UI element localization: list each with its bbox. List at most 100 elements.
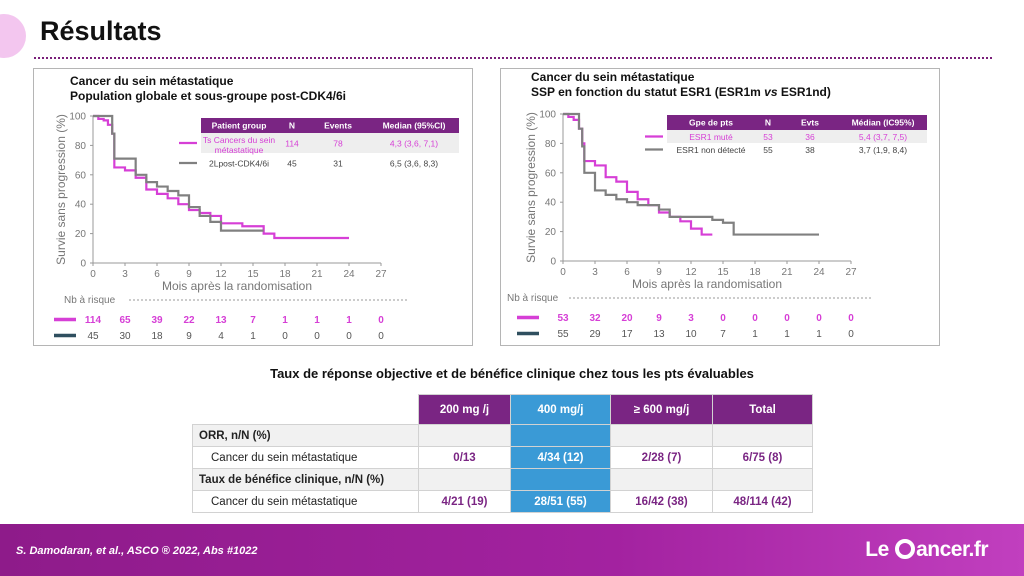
left-risk-value: 9 [186, 331, 192, 342]
right-y-tick-label: 80 [545, 139, 557, 150]
left-table-cell: 2Lpost-CDK4/6i [209, 159, 269, 169]
cbr-400: 28/51 (55) [510, 490, 611, 513]
left-table-cell: 78 [333, 139, 343, 149]
left-curve-secondary [93, 114, 264, 232]
right-table-cell: 53 [763, 132, 773, 142]
right-table-cell: 36 [805, 132, 815, 142]
right-risk-value: 55 [557, 329, 569, 340]
accent-circle [0, 14, 26, 58]
cbr-row: Cancer du sein métastatique 4/21 (19) 28… [192, 490, 813, 513]
cbr-header-row: Taux de bénéfice clinique, n/N (%) [192, 468, 813, 491]
lecancer-logo: Le ancer.fr [865, 538, 988, 562]
left-x-tick-label: 6 [154, 269, 160, 280]
right-title-vs: vs [764, 85, 778, 99]
cbr-200: 4/21 (19) [418, 490, 511, 513]
right-risk-value: 17 [621, 329, 633, 340]
right-risk-value: 32 [589, 313, 601, 324]
cbr-header-cell-hl [510, 468, 611, 491]
left-panel-title: Cancer du sein métastatique Population g… [70, 74, 346, 104]
left-risk-label: Nb à risque [64, 295, 116, 306]
cbr-header-cell [610, 468, 713, 491]
left-table-cell: 6,5 (3,6, 8,3) [390, 159, 438, 169]
right-risk-value: 20 [621, 313, 633, 324]
left-x-tick-label: 3 [122, 269, 128, 280]
right-risk-value: 0 [720, 313, 726, 324]
left-x-tick-label: 27 [375, 269, 387, 280]
left-risk-value: 0 [282, 331, 288, 342]
right-x-tick-label: 15 [717, 267, 729, 278]
right-risk-label: Nb à risque [507, 293, 559, 304]
left-y-tick-label: 0 [80, 259, 86, 270]
right-risk-value: 10 [685, 329, 697, 340]
right-risk-value: 9 [656, 313, 662, 324]
right-x-tick-label: 0 [560, 267, 566, 278]
right-title-line2: SSP en fonction du statut ESR1 (ESR1m vs… [531, 85, 831, 100]
left-risk-value: 18 [151, 331, 163, 342]
left-risk-value: 7 [250, 315, 256, 326]
left-km-panel: Cancer du sein métastatique Population g… [33, 68, 473, 346]
left-curve-primary [93, 114, 349, 240]
right-risk-value: 0 [784, 313, 790, 324]
right-risk-value: 0 [816, 313, 822, 324]
footer-bar [0, 524, 1024, 576]
right-x-tick-label: 21 [781, 267, 793, 278]
right-table-header-cell: Gpe de pts [689, 118, 733, 128]
cbr-600: 16/42 (38) [610, 490, 713, 513]
left-y-tick-label: 60 [75, 170, 87, 181]
right-y-tick-label: 60 [545, 168, 557, 179]
left-risk-value: 22 [183, 315, 195, 326]
cbr-total: 48/114 (42) [712, 490, 813, 513]
footer-citation: S. Damodaran, et al., ASCO ® 2022, Abs #… [16, 545, 258, 557]
right-risk-value: 53 [557, 313, 569, 324]
right-risk-value: 1 [816, 329, 822, 340]
right-y-axis-label: Survie sans progression (%) [524, 112, 538, 263]
col-200mg: 200 mg /j [418, 394, 511, 425]
right-x-tick-label: 6 [624, 267, 630, 278]
response-header-row: 200 mg /j 400 mg/j ≥ 600 mg/j Total [192, 394, 813, 425]
left-y-tick-label: 80 [75, 141, 87, 152]
logo-ring-icon [895, 539, 916, 559]
orr-header: ORR, n/N (%) [192, 424, 419, 447]
right-km-panel: Cancer du sein métastatique SSP en fonct… [500, 68, 940, 346]
left-risk-value: 1 [250, 331, 256, 342]
right-x-axis-label: Mois après la randomisation [632, 277, 782, 291]
right-risk-value: 29 [589, 329, 601, 340]
right-risk-value: 0 [752, 313, 758, 324]
title-divider [34, 57, 992, 59]
right-y-tick-label: 0 [550, 257, 556, 268]
right-y-tick-label: 100 [539, 110, 556, 121]
left-table-row-bg [201, 133, 459, 153]
right-risk-value: 7 [720, 329, 726, 340]
orr-header-cell [418, 424, 511, 447]
left-risk-value: 0 [378, 315, 384, 326]
right-table-header-cell: N [765, 118, 771, 128]
right-curve-secondary [563, 112, 819, 236]
left-risk-value: 1 [282, 315, 288, 326]
orr-total: 6/75 (8) [712, 446, 813, 469]
cbr-row-label: Cancer du sein métastatique [192, 490, 419, 513]
right-title-part-a: SSP en fonction du statut ESR1 (ESR1m [531, 85, 765, 99]
right-risk-value: 0 [848, 313, 854, 324]
right-table-cell: 3,7 (1,9, 8,4) [859, 145, 907, 155]
logo-text-right: ancer.fr [916, 538, 988, 561]
left-x-tick-label: 15 [247, 269, 259, 280]
left-x-tick-label: 24 [343, 269, 355, 280]
orr-header-cell [712, 424, 813, 447]
left-title-line1: Cancer du sein métastatique [70, 74, 234, 88]
orr-header-row: ORR, n/N (%) [192, 424, 813, 447]
left-table-cell: métastatique [215, 145, 264, 155]
orr-header-cell [610, 424, 713, 447]
right-y-tick-label: 20 [545, 227, 557, 238]
response-table-title: Taux de réponse objective et de bénéfice… [270, 366, 754, 381]
right-risk-value: 3 [688, 313, 694, 324]
col-400mg: 400 mg/j [510, 394, 611, 425]
right-y-tick-label: 40 [545, 198, 557, 209]
right-table-cell: ESR1 muté [689, 132, 733, 142]
right-x-tick-label: 24 [813, 267, 825, 278]
left-risk-value: 4 [218, 331, 224, 342]
left-x-tick-label: 0 [90, 269, 96, 280]
left-x-tick-label: 9 [186, 269, 192, 280]
left-y-tick-label: 20 [75, 229, 87, 240]
cbr-header: Taux de bénéfice clinique, n/N (%) [192, 468, 419, 491]
left-y-axis-label: Survie sans progression (%) [54, 114, 68, 265]
